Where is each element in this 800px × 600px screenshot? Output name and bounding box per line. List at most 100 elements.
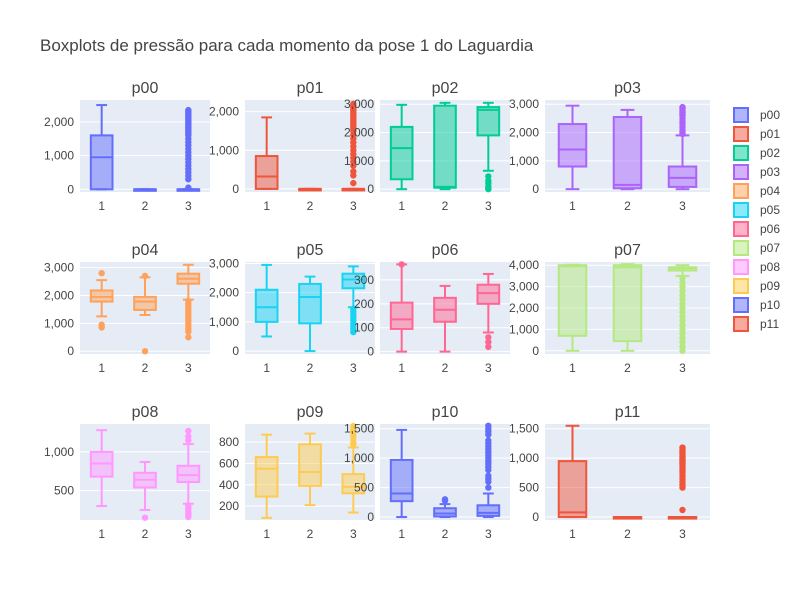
- box-iqr: [389, 458, 414, 503]
- box-p02-3[interactable]: [476, 101, 501, 193]
- box-p07-2[interactable]: [612, 263, 643, 352]
- box-p05-3[interactable]: [341, 265, 366, 336]
- outlier-point: [185, 513, 192, 521]
- legend-item-p09[interactable]: p09: [733, 278, 780, 294]
- box-iqr: [133, 295, 157, 311]
- box-p09-3[interactable]: [341, 422, 366, 514]
- y-tick-label: 800: [219, 435, 239, 449]
- y-tick-label: 0: [532, 510, 539, 524]
- box-p02-2[interactable]: [433, 101, 457, 191]
- box-p02-1[interactable]: [389, 103, 414, 191]
- box-p09-2[interactable]: [298, 432, 322, 507]
- box-iqr: [254, 155, 279, 190]
- outlier-point: [350, 162, 357, 169]
- y-tick-label: 500: [54, 484, 74, 498]
- box-p00-1[interactable]: [89, 104, 114, 191]
- outlier-point: [141, 272, 149, 280]
- panel-p11: 0 500 1,000 1,500 1 2 3 p11: [509, 404, 710, 541]
- box-p11-3[interactable]: [667, 444, 698, 520]
- legend-item-p03[interactable]: p03: [733, 164, 780, 180]
- outlier-point: [185, 427, 192, 435]
- box-p10-1[interactable]: [389, 428, 414, 519]
- legend-item-p04[interactable]: p04: [733, 183, 780, 199]
- box-p03-1[interactable]: [557, 104, 588, 191]
- legend-item-p05[interactable]: p05: [733, 202, 780, 218]
- y-tick-label: 2,000: [344, 126, 374, 140]
- box-p08-1[interactable]: [89, 429, 114, 508]
- box-p06-3[interactable]: [476, 272, 501, 351]
- outlier-point: [398, 261, 405, 268]
- legend[interactable]: p00 p01 p02 p03 p04 p05 p06 p07 p08 p09 p10 p11: [733, 107, 780, 332]
- box-iqr: [476, 106, 501, 137]
- panel-title: p06: [432, 242, 459, 259]
- box-p06-2[interactable]: [433, 284, 457, 353]
- outlier-point: [185, 175, 192, 183]
- y-tick-label: 2,000: [44, 115, 74, 129]
- y-tick-label: 0: [232, 182, 239, 196]
- box-iqr: [433, 104, 457, 189]
- y-tick-label: 1,000: [344, 451, 374, 465]
- legend-label: p10: [760, 298, 780, 312]
- box-iqr: [612, 115, 643, 190]
- y-tick-label: 1,000: [209, 143, 239, 157]
- x-tick-label: 3: [485, 527, 492, 541]
- x-tick-label: 1: [398, 361, 405, 375]
- x-tick-label: 1: [569, 361, 576, 375]
- x-tick-label: 1: [398, 527, 405, 541]
- box-p01-3[interactable]: [341, 100, 366, 192]
- box-p00-3[interactable]: [176, 106, 201, 192]
- box-iqr: [557, 460, 588, 519]
- legend-item-p01[interactable]: p01: [733, 126, 780, 142]
- panel-title: p07: [614, 242, 641, 259]
- x-tick-label: 2: [624, 199, 631, 213]
- box-p03-3[interactable]: [667, 103, 698, 191]
- box-p06-1[interactable]: [389, 261, 414, 353]
- legend-item-p11[interactable]: p11: [733, 316, 779, 332]
- box-p08-3[interactable]: [176, 427, 201, 521]
- box-p10-3[interactable]: [476, 422, 501, 519]
- legend-item-p06[interactable]: p06: [733, 221, 780, 237]
- box-p11-2[interactable]: [612, 516, 643, 520]
- box-p10-2[interactable]: [433, 496, 457, 519]
- box-p03-2[interactable]: [612, 108, 643, 191]
- box-p04-2[interactable]: [133, 272, 157, 355]
- panel-p09: 200 400 600 800 1 2 3 p09: [219, 404, 375, 541]
- panel-p07: 0 1,000 2,000 3,000 4,000 1 2 3 p07: [509, 242, 710, 375]
- legend-item-p00[interactable]: p00: [733, 107, 780, 123]
- legend-item-p07[interactable]: p07: [733, 240, 780, 256]
- y-tick-label: 0: [532, 344, 539, 358]
- box-iqr: [254, 288, 279, 323]
- outlier-point: [350, 172, 357, 179]
- box-p09-1[interactable]: [254, 433, 279, 519]
- x-tick-label: 1: [263, 361, 270, 375]
- box-p05-2[interactable]: [298, 275, 322, 353]
- x-tick-label: 1: [263, 527, 270, 541]
- x-tick-label: 1: [569, 199, 576, 213]
- box-p00-2[interactable]: [133, 188, 157, 192]
- y-tick-label: 1,000: [509, 451, 539, 465]
- box-p01-1[interactable]: [254, 116, 279, 190]
- y-tick-label: 0: [532, 182, 539, 196]
- panels-layer: 0 1,000 2,000 1 2 3 p00 0 1,000 2,000 1 2 3 p01 0 1,000…: [44, 80, 710, 541]
- y-tick-label: 1,000: [344, 154, 374, 168]
- box-p04-3[interactable]: [176, 263, 201, 341]
- box-p08-2[interactable]: [133, 460, 157, 521]
- legend-item-p08[interactable]: p08: [733, 259, 780, 275]
- box-p11-1[interactable]: [557, 424, 588, 519]
- y-tick-label: 1,000: [44, 445, 74, 459]
- box-p05-1[interactable]: [254, 263, 279, 338]
- box-p07-1[interactable]: [557, 263, 588, 352]
- x-tick-label: 1: [398, 199, 405, 213]
- outlier-point: [485, 185, 492, 193]
- box-p04-1[interactable]: [89, 269, 114, 331]
- outlier-point: [679, 484, 686, 491]
- outlier-point: [185, 437, 192, 444]
- legend-item-p10[interactable]: p10: [733, 297, 780, 313]
- x-tick-label: 2: [624, 361, 631, 375]
- box-p01-2[interactable]: [298, 187, 322, 192]
- box-iqr: [557, 264, 588, 337]
- box-p07-3[interactable]: [667, 264, 698, 354]
- y-tick-label: 2,000: [209, 286, 239, 300]
- legend-item-p02[interactable]: p02: [733, 145, 780, 161]
- x-tick-label: 2: [142, 199, 149, 213]
